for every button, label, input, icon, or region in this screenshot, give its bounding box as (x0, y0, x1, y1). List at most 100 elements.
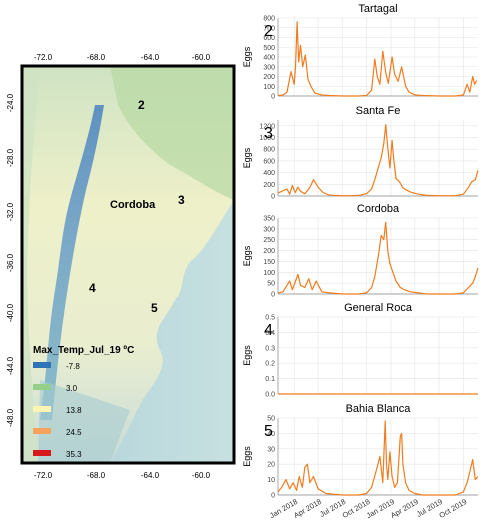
map-legend: Max_Temp_Jul_19 ºC -7.8 3.0 13.8 24.5 35.3 (33, 345, 134, 459)
legend-label: 35.3 (66, 450, 82, 459)
y-tick-label: 250 (263, 237, 275, 244)
legend-label: 24.5 (66, 428, 82, 437)
y-tick-label: 400 (263, 170, 275, 177)
y-tick-label: 100 (263, 270, 275, 277)
eggs-series-line (277, 21, 478, 97)
legend-swatch (33, 428, 51, 434)
lon-tick-bottom: -64.0 (141, 471, 160, 480)
y-tick-label: 10 (267, 477, 275, 484)
y-tick-label: 0.2 (265, 361, 275, 368)
patagonia-region (38, 380, 130, 463)
legend-label: -7.8 (66, 362, 80, 371)
site-label-2: 2 (138, 98, 145, 112)
temperature-map: -72.0 -68.0 -64.0 -60.0 -72.0 -68.0 -64.… (6, 53, 236, 480)
y-tick-label: 50 (267, 281, 275, 288)
y-tick-label: 800 (263, 16, 275, 23)
chart-panel-general-roca: General Roca 0.0 0.1 0.2 0.3 0.4 0.5 Eggs 4 (242, 302, 478, 399)
y-tick-label: 30 (267, 446, 275, 453)
x-tick-label: Apr 2018 (292, 497, 323, 520)
lon-tick-top: -68.0 (87, 53, 106, 62)
y-axis-label: Eggs (242, 245, 252, 266)
y-tick-label: 50 (267, 416, 275, 423)
legend-title: Max_Temp_Jul_19 ºC (33, 345, 134, 356)
lat-tick: -28.0 (6, 148, 15, 167)
egg-timeseries-charts: Tartagal0100200300400500600700800Eggs2Sa… (242, 3, 479, 520)
lat-tick: -48.0 (6, 408, 15, 427)
lat-tick: -44.0 (6, 356, 15, 375)
chart-title: Santa Fe (356, 105, 401, 117)
y-tick-label: 1200 (259, 123, 275, 130)
y-tick-label: 300 (263, 226, 275, 233)
legend-swatch (33, 450, 51, 456)
latitude-ticks: -24.0 -28.0 -32.0 -36.0 -40.0 -44.0 -48.… (6, 93, 15, 427)
chart-panel-bahia-blanca: Bahia Blanca 0 10 20 30 40 50 Eggs 5 (242, 403, 479, 500)
panel-label: 3 (264, 125, 273, 142)
y-tick-label: 0 (271, 194, 275, 201)
legend-label: 13.8 (66, 406, 82, 415)
legend-swatch (33, 406, 51, 412)
panel-label: 5 (264, 423, 273, 440)
y-tick-label: 0.4 (265, 330, 275, 337)
y-tick-label: 200 (263, 74, 275, 81)
y-tick-label: 150 (263, 259, 275, 266)
lon-tick-bottom: -60.0 (192, 471, 211, 480)
y-tick-label: 0.0 (265, 392, 275, 399)
y-axis-label: Eggs (242, 446, 252, 467)
y-tick-label: 600 (263, 158, 275, 165)
chart-panel-cordoba: Cordoba 0 50 100 150 200 250 300 350 Eggs (242, 203, 479, 299)
y-tick-label: 300 (263, 64, 275, 71)
y-tick-label: 350 (263, 216, 275, 223)
y-tick-label: 0 (271, 94, 275, 101)
temperature-map-panel: -72.0 -68.0 -64.0 -60.0 -72.0 -68.0 -64.… (0, 0, 245, 525)
pacific-coast (22, 66, 40, 463)
lat-tick: -32.0 (6, 202, 15, 221)
y-tick-label: 0.3 (265, 345, 275, 352)
lon-tick-top: -72.0 (34, 53, 53, 62)
andes-cold-band (40, 105, 104, 420)
chart-panel-tartagal: Tartagal 0 100 200 300 400 500 600 700 800 Eggs 2 (242, 3, 478, 101)
x-tick-label: Apr 2019 (389, 497, 420, 520)
y-tick-label: 800 (263, 147, 275, 154)
top-longitude-ticks: -72.0 -68.0 -64.0 -60.0 (34, 53, 211, 62)
northern-lowlands (110, 66, 234, 200)
y-tick-label: 700 (263, 25, 275, 32)
y-tick-label: 100 (263, 84, 275, 91)
y-tick-label: 200 (263, 248, 275, 255)
bottom-longitude-ticks: -72.0 -68.0 -64.0 -60.0 (34, 471, 211, 480)
lat-tick: -40.0 (6, 303, 15, 322)
site-label-5: 5 (151, 301, 158, 315)
y-axis-label: Eggs (242, 46, 252, 67)
lon-tick-bottom: -72.0 (34, 471, 53, 480)
y-tick-label: 0.5 (265, 315, 275, 322)
legend-swatch (33, 362, 51, 368)
y-tick-label: 0.1 (265, 376, 275, 383)
chart-panel-santa-fe: Santa Fe 0 200 400 600 800 1000 1200 Eggs 3 (242, 105, 479, 201)
lon-tick-bottom: -68.0 (87, 471, 106, 480)
chart-title: Tartagal (358, 3, 397, 15)
legend-label: 3.0 (66, 384, 78, 393)
chart-title: General Roca (344, 302, 413, 314)
site-label-4: 4 (89, 281, 96, 295)
y-axis-label: Eggs (242, 345, 252, 366)
map-frame (20, 64, 236, 465)
x-tick-label: Oct 2019 (438, 497, 469, 520)
lat-tick: -24.0 (6, 93, 15, 112)
y-tick-label: 600 (263, 35, 275, 42)
city-label-cordoba: Cordoba (110, 199, 156, 211)
y-tick-label: 500 (263, 45, 275, 52)
lon-tick-top: -60.0 (192, 53, 211, 62)
panel-label: 2 (264, 23, 273, 40)
atlantic-ocean (110, 200, 234, 463)
legend-swatch (33, 384, 51, 390)
y-tick-label: 20 (267, 462, 275, 469)
lat-tick: -36.0 (6, 253, 15, 272)
y-tick-label: 0 (271, 292, 275, 299)
eggs-series-line (277, 124, 479, 197)
y-tick-label: 1000 (259, 135, 275, 142)
chart-title: Bahia Blanca (346, 403, 412, 415)
y-tick-label: 0 (271, 493, 275, 500)
y-tick-label: 400 (263, 55, 275, 62)
y-tick-label: 40 (267, 431, 275, 438)
lon-tick-top: -64.0 (141, 53, 160, 62)
